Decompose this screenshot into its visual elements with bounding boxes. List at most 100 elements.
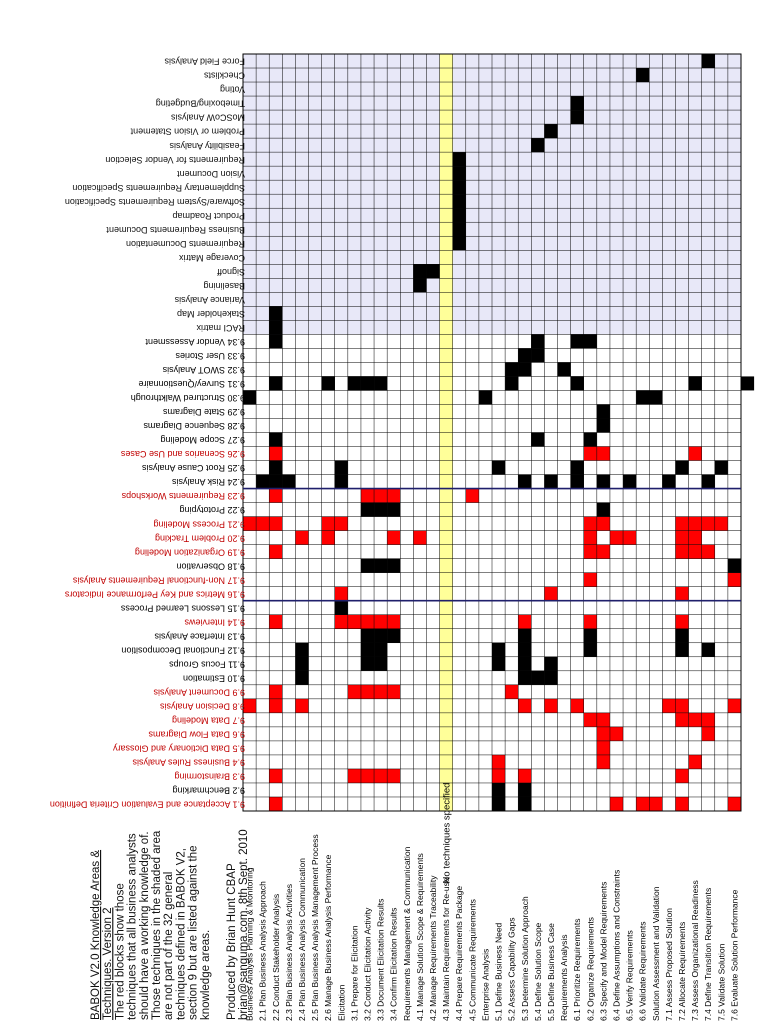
- technique-label: Business Requirements Document: [106, 225, 245, 235]
- author: Produced by Brian Hunt CBAP: [226, 863, 238, 1020]
- technique-label: 9.13 Interface Analysis: [154, 631, 245, 641]
- matrix-cell: [531, 432, 545, 447]
- technique-label: Coverage Matrix: [178, 253, 245, 263]
- matrix-cell: [505, 684, 519, 699]
- matrix-cell: [518, 796, 532, 811]
- intro-text: BABOK V2.0 Knowledge Areas & Techniques. …: [90, 829, 250, 1020]
- matrix-cell: [387, 628, 401, 643]
- technique-label: 9.15 Lessons Learned Process: [120, 603, 245, 613]
- matrix-cell: [492, 656, 506, 671]
- matrix-cell: [295, 530, 309, 545]
- matrix-cell: [583, 628, 597, 643]
- matrix-cell: [596, 404, 610, 419]
- task-label: 2.4 Plan Business Analysis Communication: [297, 858, 307, 1021]
- matrix-cell: [492, 642, 506, 657]
- matrix-cell: [256, 474, 270, 489]
- matrix-cell: [321, 530, 335, 545]
- task-label: 2.1 Plan Business Analysis Approach: [258, 881, 268, 1021]
- intro-body-line: The red blocks show those: [114, 883, 126, 1020]
- intro-body-line: should have a working knowledge of.: [139, 831, 151, 1020]
- technique-label: 9.18 Observation: [176, 561, 245, 571]
- task-label: 6.6 Validate Requirements: [638, 921, 648, 1021]
- technique-label: 9.12 Functional Decomposition: [121, 645, 245, 655]
- matrix-cell: [387, 558, 401, 573]
- knowledge-area-header: Requirements Management & Communication: [402, 846, 412, 1021]
- matrix-cell: [360, 656, 375, 671]
- matrix-cell: [662, 698, 676, 713]
- matrix-cell: [675, 796, 689, 811]
- matrix-cell: [492, 796, 506, 811]
- matrix-cell: [675, 516, 689, 531]
- technique-label: MoSCoW Analysis: [170, 113, 245, 123]
- technique-label: Voting: [220, 85, 245, 95]
- matrix-cell: [374, 614, 388, 629]
- matrix-cell: [583, 446, 597, 461]
- matrix-cell: [675, 628, 689, 643]
- matrix-cell: [518, 768, 532, 783]
- matrix-cell: [360, 642, 375, 657]
- matrix-cell: [570, 474, 584, 489]
- matrix-cell: [452, 152, 466, 167]
- technique-label: 9.14 Interviews: [184, 617, 245, 627]
- technique-label: 9.3 Brainstorming: [174, 772, 245, 782]
- technique-label: 9.1 Acceptance and Evaluation Criteria D…: [50, 800, 245, 810]
- technique-label: Force Field Analysis: [164, 57, 245, 67]
- matrix-cell: [675, 586, 689, 601]
- technique-label: 9.32 SWOT Analysis: [162, 365, 245, 375]
- matrix-cell: [505, 376, 519, 391]
- technique-label: 9.4 Business Rules Analysis: [132, 758, 245, 768]
- matrix-cell: [518, 474, 532, 489]
- technique-label: 9.7 Data Modeling: [172, 716, 245, 726]
- matrix-cell: [334, 600, 348, 615]
- matrix-cell: [727, 698, 741, 713]
- task-label: 3.1 Prepare for Elicitation: [349, 925, 359, 1021]
- matrix-cell: [295, 656, 309, 671]
- technique-label: 9.28 Sequence Diagrams: [143, 421, 245, 431]
- matrix-cell: [518, 348, 532, 363]
- technique-label: Checklists: [203, 71, 245, 81]
- technique-label: Stakeholder Map: [177, 309, 245, 319]
- matrix-cell: [478, 390, 492, 405]
- matrix-cell: [452, 208, 466, 223]
- technique-label: 9.8 Decision Analysis: [159, 701, 245, 711]
- matrix-cell: [374, 684, 388, 699]
- matrix-cell: [688, 530, 702, 545]
- matrix-cell: [347, 684, 361, 699]
- matrix-cell: [243, 698, 257, 713]
- technique-label: Variance Analysis: [174, 295, 245, 305]
- matrix-cell: [269, 460, 283, 475]
- matrix-cell: [583, 614, 597, 629]
- matrix-cell: [518, 614, 532, 629]
- matrix-cell: [727, 572, 741, 587]
- technique-label: 9.5 Data Dictionary and Glossary: [112, 744, 245, 754]
- matrix-cell: [360, 376, 375, 391]
- task-label: 3.3 Document Elicitation Results: [376, 899, 386, 1021]
- task-label: 5.5 Define Business Case: [546, 923, 556, 1021]
- matrix-cell: [282, 474, 296, 489]
- matrix-cell: [570, 334, 584, 349]
- task-label: 7.5 Validate Solution: [716, 943, 726, 1021]
- matrix-cell: [269, 334, 283, 349]
- technique-label: 9.30 Structured Walkthrough: [131, 393, 245, 403]
- matrix-cell: [688, 446, 702, 461]
- technique-label: Problem or Vision Statement: [130, 127, 245, 137]
- task-label: 3.2 Conduct Elicitation Activity: [363, 907, 373, 1021]
- matrix-cell: [544, 656, 558, 671]
- matrix-cell: [360, 502, 375, 517]
- technique-label: 9.2 Benchmarking: [172, 786, 245, 796]
- matrix-cell: [269, 544, 283, 559]
- matrix-cell: [387, 502, 401, 517]
- matrix-cell: [675, 460, 689, 475]
- matrix-cell: [452, 222, 466, 237]
- technique-label: Product Roadmap: [172, 211, 245, 221]
- matrix-cell: [347, 768, 361, 783]
- technique-label: 9.29 State Diagrams: [162, 407, 245, 417]
- matrix-cell: [334, 460, 348, 475]
- technique-label: 9.16 Metrics and Key Performance Indicat…: [64, 589, 245, 599]
- matrix-cell: [531, 348, 545, 363]
- matrix-cell: [387, 488, 401, 503]
- matrix-cell: [557, 362, 571, 377]
- matrix-cell: [374, 642, 388, 657]
- matrix-cell: [544, 474, 558, 489]
- matrix-cell: [596, 502, 610, 517]
